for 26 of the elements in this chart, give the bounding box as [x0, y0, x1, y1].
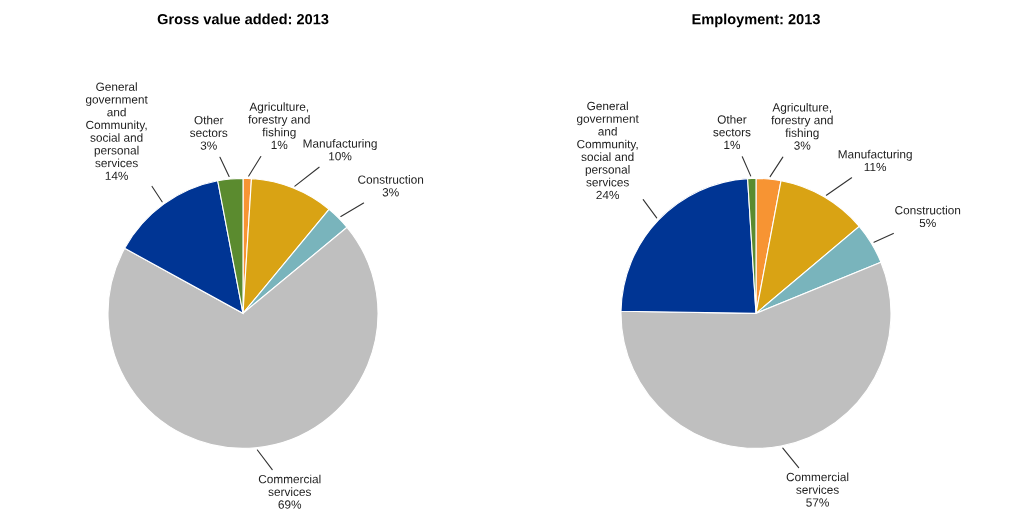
slice-label: Commercial services — [786, 472, 849, 494]
data-label: 1% — [724, 140, 741, 150]
slice-label: Agriculture, forestry and fishing — [771, 102, 833, 140]
slice-label: Construction — [358, 175, 424, 184]
data-label: 14% — [105, 171, 128, 180]
data-label: 10% — [329, 152, 352, 161]
data-label: 1% — [271, 140, 288, 150]
slice-label: Manufacturing — [303, 139, 377, 151]
slice-label: Manufacturing — [838, 149, 912, 161]
data-label: 5% — [919, 218, 936, 228]
slice-label: Other sectors — [190, 115, 228, 138]
data-label: 3% — [382, 188, 399, 197]
slice-label: Construction — [895, 205, 961, 215]
slice-label: Commercial services — [258, 474, 321, 497]
data-label: 24% — [596, 190, 620, 200]
data-label: 3% — [200, 141, 217, 150]
slice-label: General government and Community, social and personal services — [576, 101, 639, 187]
data-label: 57% — [806, 498, 829, 507]
slice-label: Agriculture, forestry and fishing — [248, 102, 310, 139]
data-label: 69% — [278, 500, 302, 509]
slice-label: General government and Community, social and personal services — [85, 82, 148, 168]
chart-title: Employment: 2013 — [692, 13, 820, 28]
slice-label: Other sectors — [713, 114, 751, 137]
chart-title: Gross value added: 2013 — [157, 13, 329, 25]
data-label: 11% — [864, 162, 887, 172]
data-label: 3% — [794, 141, 811, 150]
